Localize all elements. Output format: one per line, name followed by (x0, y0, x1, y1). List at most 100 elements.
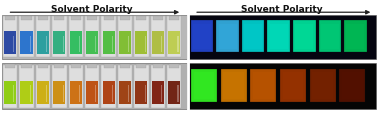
Bar (5, 16, 15, 21)
Bar (216, 21, 239, 53)
Bar (112, 86, 113, 102)
Bar (112, 37, 113, 52)
Bar (71, 64, 81, 69)
Bar (119, 32, 131, 54)
Bar (150, 65, 165, 108)
Bar (69, 17, 83, 58)
Bar (344, 21, 367, 53)
Bar (223, 73, 244, 99)
Bar (71, 16, 81, 21)
Bar (30, 86, 31, 102)
Bar (128, 37, 129, 52)
Bar (161, 86, 162, 102)
Bar (293, 21, 316, 53)
Bar (69, 65, 83, 108)
Bar (101, 65, 116, 108)
Bar (145, 86, 146, 102)
Bar (38, 16, 48, 21)
Bar (2, 64, 187, 109)
Bar (46, 37, 47, 52)
Bar (167, 17, 181, 58)
Bar (153, 16, 163, 21)
Bar (312, 73, 333, 99)
Bar (52, 65, 67, 108)
Bar (13, 86, 14, 102)
Bar (244, 24, 262, 50)
Bar (52, 17, 67, 58)
Bar (54, 16, 64, 21)
Bar (38, 64, 48, 69)
Bar (3, 17, 17, 58)
Bar (169, 64, 179, 69)
Bar (319, 21, 341, 53)
Bar (87, 16, 97, 21)
Bar (136, 16, 146, 21)
Bar (20, 32, 32, 54)
Bar (167, 65, 181, 108)
Bar (70, 32, 82, 54)
Bar (120, 64, 130, 69)
Bar (4, 32, 16, 54)
Bar (342, 73, 363, 99)
Bar (135, 32, 147, 54)
Bar (250, 69, 276, 102)
Bar (178, 86, 179, 102)
Bar (135, 81, 147, 104)
Bar (53, 32, 65, 54)
Bar (169, 16, 179, 21)
Bar (118, 65, 132, 108)
Bar (219, 24, 237, 50)
Bar (13, 37, 14, 52)
Bar (270, 24, 288, 50)
Bar (310, 69, 336, 102)
Bar (86, 32, 98, 54)
Bar (95, 37, 97, 52)
Bar (53, 81, 65, 104)
Bar (168, 32, 180, 54)
Bar (134, 65, 149, 108)
Bar (242, 21, 264, 53)
Bar (295, 24, 313, 50)
Bar (103, 81, 115, 104)
Bar (191, 69, 217, 102)
Bar (280, 69, 306, 102)
Bar (104, 16, 113, 21)
Bar (145, 37, 146, 52)
Bar (36, 65, 50, 108)
Bar (267, 21, 290, 53)
Text: Solvent Polarity: Solvent Polarity (51, 5, 132, 13)
Text: Solvent Polarity: Solvent Polarity (241, 5, 323, 13)
Bar (54, 64, 64, 69)
Bar (2, 16, 187, 59)
Bar (63, 37, 64, 52)
Bar (3, 65, 17, 108)
Bar (152, 32, 164, 54)
Bar (178, 37, 179, 52)
Bar (70, 81, 82, 104)
Bar (194, 73, 215, 99)
Bar (63, 86, 64, 102)
Bar (86, 81, 98, 104)
Bar (282, 73, 303, 99)
Bar (46, 86, 47, 102)
Bar (152, 81, 164, 104)
Bar (87, 64, 97, 69)
Bar (189, 64, 376, 109)
Bar (253, 73, 274, 99)
Bar (79, 86, 80, 102)
Bar (103, 32, 115, 54)
Bar (19, 17, 34, 58)
Bar (191, 21, 213, 53)
Bar (21, 16, 32, 21)
Bar (85, 17, 100, 58)
Bar (136, 64, 146, 69)
Bar (104, 64, 113, 69)
Bar (168, 81, 180, 104)
Bar (321, 24, 339, 50)
Bar (119, 81, 131, 104)
Bar (101, 17, 116, 58)
Bar (189, 16, 376, 59)
Bar (221, 69, 247, 102)
Bar (150, 17, 165, 58)
Bar (79, 37, 80, 52)
